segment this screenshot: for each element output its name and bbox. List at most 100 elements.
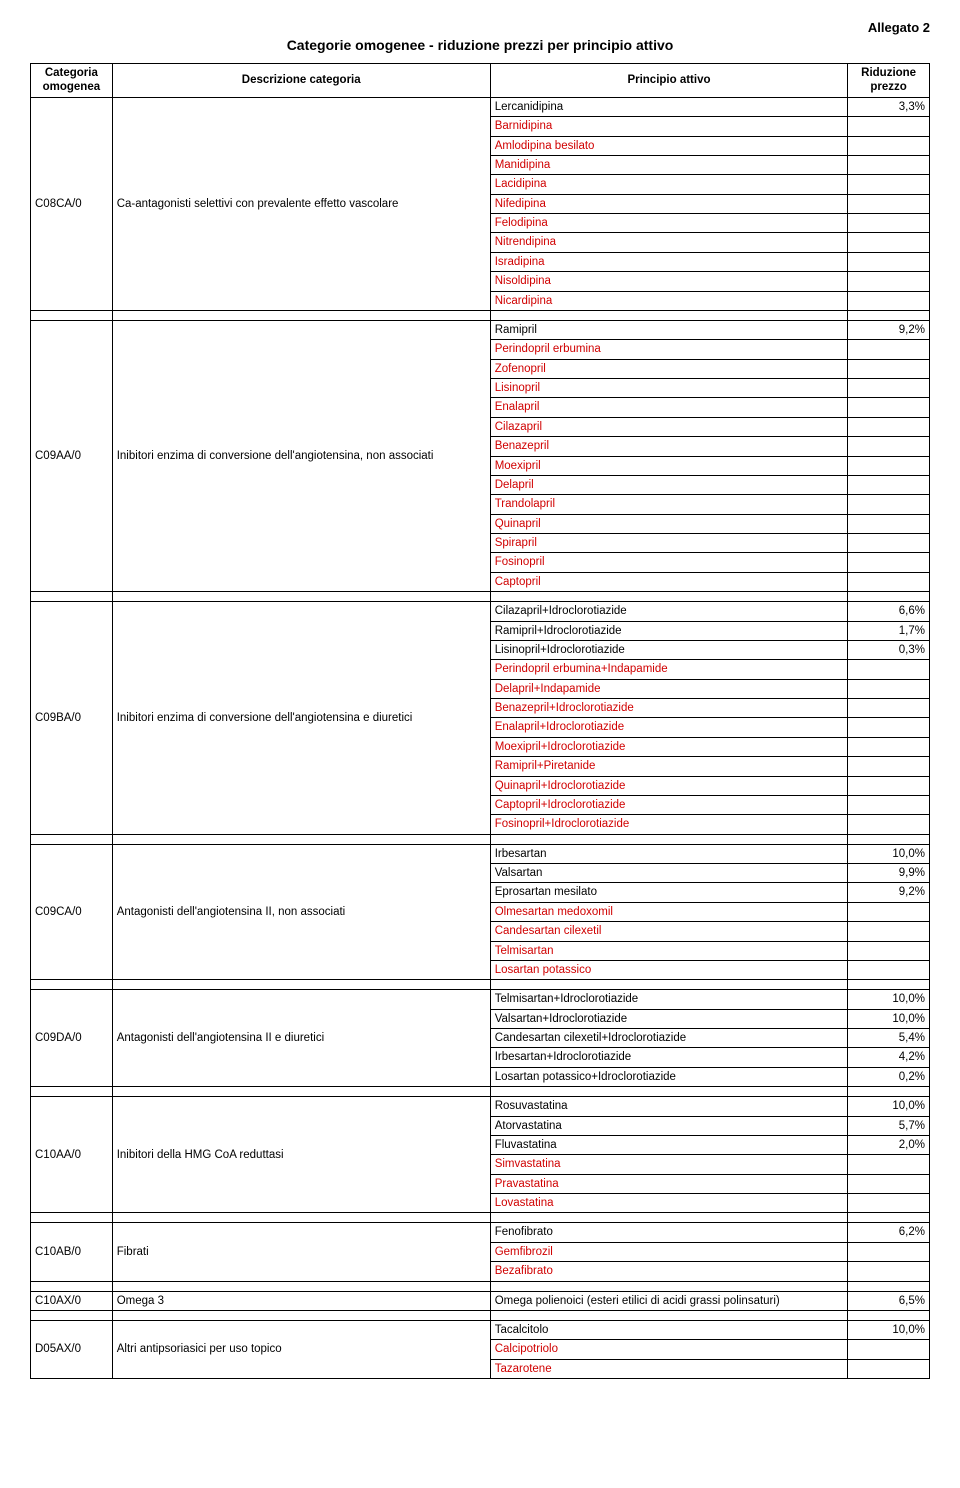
category-code: C10AB/0 (31, 1223, 113, 1281)
principio-attivo: Benazepril (490, 437, 848, 456)
principio-attivo: Lercanidipina (490, 97, 848, 116)
riduzione-prezzo (848, 922, 930, 941)
riduzione-prezzo: 9,2% (848, 320, 930, 339)
principio-attivo: Gemfibrozil (490, 1242, 848, 1261)
category-code: D05AX/0 (31, 1320, 113, 1378)
principio-attivo: Irbesartan (490, 844, 848, 863)
col-header-categoria: Categoria omogenea (31, 64, 113, 98)
principio-attivo: Eprosartan mesilato (490, 883, 848, 902)
category-description: Antagonisti dell'angiotensina II e diure… (112, 990, 490, 1087)
principio-attivo: Benazepril+Idroclorotiazide (490, 699, 848, 718)
category-description: Ca-antagonisti selettivi con prevalente … (112, 97, 490, 310)
riduzione-prezzo: 6,2% (848, 1223, 930, 1242)
col-header-riduzione: Riduzione prezzo (848, 64, 930, 98)
principio-attivo: Quinapril (490, 514, 848, 533)
riduzione-prezzo (848, 902, 930, 921)
riduzione-prezzo: 3,3% (848, 97, 930, 116)
category-description: Fibrati (112, 1223, 490, 1281)
riduzione-prezzo (848, 1359, 930, 1378)
table-row: C10AX/0Omega 3Omega polienoici (esteri e… (31, 1291, 930, 1310)
riduzione-prezzo: 5,4% (848, 1029, 930, 1048)
riduzione-prezzo (848, 379, 930, 398)
riduzione-prezzo (848, 175, 930, 194)
document-title: Categorie omogenee - riduzione prezzi pe… (30, 37, 930, 53)
principio-attivo: Nisoldipina (490, 272, 848, 291)
riduzione-prezzo (848, 456, 930, 475)
principio-attivo: Candesartan cilexetil+Idroclorotiazide (490, 1029, 848, 1048)
table-header-row: Categoria omogenea Descrizione categoria… (31, 64, 930, 98)
category-code: C08CA/0 (31, 97, 113, 310)
riduzione-prezzo (848, 660, 930, 679)
riduzione-prezzo (848, 1262, 930, 1281)
principio-attivo: Valsartan+Idroclorotiazide (490, 1009, 848, 1028)
principio-attivo: Enalapril (490, 398, 848, 417)
principio-attivo: Lovastatina (490, 1194, 848, 1213)
riduzione-prezzo (848, 417, 930, 436)
principio-attivo: Omega polienoici (esteri etilici di acid… (490, 1291, 848, 1310)
principio-attivo: Cilazapril (490, 417, 848, 436)
principio-attivo: Barnidipina (490, 117, 848, 136)
table-row: D05AX/0Altri antipsoriasici per uso topi… (31, 1320, 930, 1339)
principio-attivo: Telmisartan (490, 941, 848, 960)
riduzione-prezzo (848, 437, 930, 456)
principio-attivo: Nitrendipina (490, 233, 848, 252)
category-code: C09AA/0 (31, 320, 113, 591)
category-code: C10AA/0 (31, 1097, 113, 1213)
table-row: C09CA/0Antagonisti dell'angiotensina II,… (31, 844, 930, 863)
principio-attivo: Pravastatina (490, 1174, 848, 1193)
riduzione-prezzo: 9,2% (848, 883, 930, 902)
riduzione-prezzo (848, 699, 930, 718)
principio-attivo: Lacidipina (490, 175, 848, 194)
principio-attivo: Bezafibrato (490, 1262, 848, 1281)
table-row: C09DA/0Antagonisti dell'angiotensina II … (31, 990, 930, 1009)
principio-attivo: Captopril+Idroclorotiazide (490, 795, 848, 814)
spacer-row (31, 1087, 930, 1097)
principio-attivo: Fenofibrato (490, 1223, 848, 1242)
principio-attivo: Felodipina (490, 214, 848, 233)
principio-attivo: Fosinopril (490, 553, 848, 572)
spacer-row (31, 834, 930, 844)
riduzione-prezzo: 6,6% (848, 602, 930, 621)
riduzione-prezzo (848, 1194, 930, 1213)
category-code: C10AX/0 (31, 1291, 113, 1310)
riduzione-prezzo: 4,2% (848, 1048, 930, 1067)
riduzione-prezzo (848, 1174, 930, 1193)
principio-attivo: Losartan potassico (490, 960, 848, 979)
principio-attivo: Nifedipina (490, 194, 848, 213)
table-row: C10AA/0Inibitori della HMG CoA reduttasi… (31, 1097, 930, 1116)
riduzione-prezzo (848, 233, 930, 252)
principio-attivo: Rosuvastatina (490, 1097, 848, 1116)
riduzione-prezzo (848, 291, 930, 310)
principio-attivo: Valsartan (490, 864, 848, 883)
riduzione-prezzo (848, 495, 930, 514)
spacer-row (31, 1310, 930, 1320)
category-description: Inibitori della HMG CoA reduttasi (112, 1097, 490, 1213)
riduzione-prezzo (848, 359, 930, 378)
riduzione-prezzo: 2,0% (848, 1135, 930, 1154)
riduzione-prezzo (848, 960, 930, 979)
principio-attivo: Tazarotene (490, 1359, 848, 1378)
category-description: Omega 3 (112, 1291, 490, 1310)
riduzione-prezzo (848, 941, 930, 960)
category-description: Inibitori enzima di conversione dell'ang… (112, 602, 490, 835)
riduzione-prezzo (848, 1155, 930, 1174)
main-table: Categoria omogenea Descrizione categoria… (30, 63, 930, 1379)
allegato-label: Allegato 2 (30, 20, 930, 35)
principio-attivo: Zofenopril (490, 359, 848, 378)
spacer-row (31, 1213, 930, 1223)
riduzione-prezzo (848, 534, 930, 553)
riduzione-prezzo: 1,7% (848, 621, 930, 640)
riduzione-prezzo: 0,3% (848, 640, 930, 659)
principio-attivo: Calcipotriolo (490, 1340, 848, 1359)
col-header-descrizione: Descrizione categoria (112, 64, 490, 98)
principio-attivo: Moexipril (490, 456, 848, 475)
riduzione-prezzo: 0,2% (848, 1067, 930, 1086)
riduzione-prezzo: 6,5% (848, 1291, 930, 1310)
riduzione-prezzo (848, 572, 930, 591)
riduzione-prezzo (848, 398, 930, 417)
principio-attivo: Cilazapril+Idroclorotiazide (490, 602, 848, 621)
riduzione-prezzo (848, 679, 930, 698)
riduzione-prezzo (848, 475, 930, 494)
riduzione-prezzo (848, 340, 930, 359)
category-description: Antagonisti dell'angiotensina II, non as… (112, 844, 490, 980)
